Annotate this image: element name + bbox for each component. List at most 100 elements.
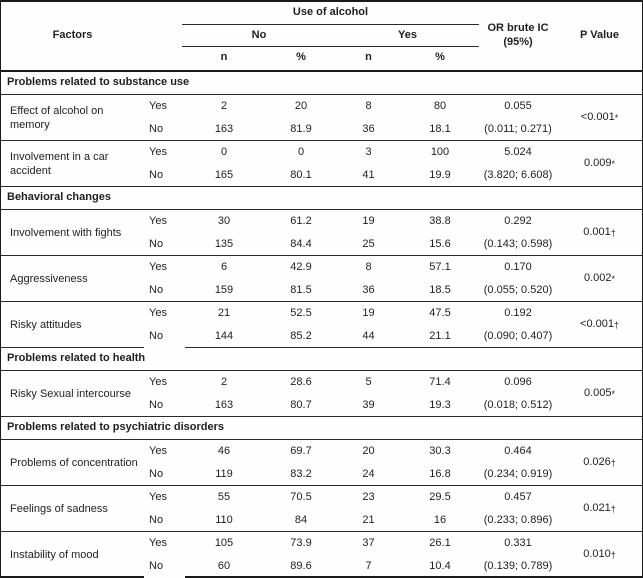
factor-name: Risky Sexual intercourse [10,387,132,400]
confidence-interval-value: (0.090; 0.407) [483,329,553,342]
pct-yes-yes-row-value: 80 [433,99,447,112]
pct-yes-yes-row-value: 100 [430,145,450,158]
p-value: 0.005 * [583,387,616,400]
n-yes-yes-row-value: 8 [365,99,372,112]
odds-ratio-value: 0.096 [504,375,532,388]
n-no-no-row-value: 163 [214,398,234,411]
n-no-yes-row-value: 6 [220,260,228,273]
n-yes-column-header: n [365,50,372,63]
confidence-interval-value: (0.055; 0.520) [483,283,553,296]
n-yes-yes-row-value: 8 [365,260,372,273]
factor-name: Aggressiveness [10,272,88,285]
p-value: 0.010 † [583,548,616,561]
factors-column-header: Factors [52,29,93,42]
section-title: Problems related to psychiatric disorder… [7,421,225,434]
no-row-label: No [149,237,164,250]
p-value-number: 0.021 [583,502,611,515]
factor-name: Involvement with fights [10,226,122,239]
p-value-number: 0.001 [583,226,611,239]
factor-name: Problems of concentration [10,456,138,469]
pct-no-yes-row-value: 0 [297,145,305,158]
yes-row-label: Yes [149,260,167,273]
n-no-no-row-value: 60 [217,559,231,572]
confidence-interval-value: (0.139; 0.789) [483,559,553,572]
p-value: 0.009 * [583,157,616,170]
yes-row-label: Yes [149,99,167,112]
p-value: 0.002 * [583,272,616,285]
p-value: 0.001 † [583,226,616,239]
confidence-interval-value: (0.011; 0.271) [484,122,552,135]
section-header-row: Problems related to substance use [1,72,642,95]
table-header-row: Factors Use of alcohol No Yes n % n % OR… [1,2,642,72]
confidence-interval-value: (3.820; 6.608) [483,168,553,181]
n-no-no-row-value: 159 [214,283,234,296]
n-no-no-row-value: 165 [214,168,234,181]
pct-no-no-row-value: 81.9 [290,122,312,135]
pct-no-no-row-value: 81.5 [290,283,312,296]
pct-no-column-header: % [296,50,306,63]
pct-no-no-row-value: 80.1 [290,168,312,181]
pct-no-no-row-value: 85.2 [290,329,312,342]
n-no-column-header: n [220,50,228,63]
pct-no-yes-row-value: 28.6 [290,375,312,388]
pct-yes-no-row-value: 18.1 [429,122,451,135]
n-yes-yes-row-value: 19 [362,214,375,227]
factor-row-group: Risky attitudes Yes No 21 52.5 19 47.5 1… [1,302,642,348]
p-value-number: <0.001 [580,318,614,331]
pct-yes-no-row-value: 18.5 [429,283,451,296]
pct-no-no-row-value: 84 [294,513,308,526]
or-header-line2: (95%) [503,36,533,48]
pct-no-yes-row-value: 69.7 [290,444,312,457]
odds-ratio-value: 0.170 [504,260,532,273]
n-yes-yes-row-value: 5 [365,375,372,388]
pct-yes-yes-row-value: 26.1 [429,536,451,549]
no-row-label: No [149,398,164,411]
use-of-alcohol-header: Use of alcohol [182,2,479,25]
n-yes-yes-row-value: 19 [362,306,375,319]
pct-yes-no-row-value: 19.3 [429,398,451,411]
no-row-label: No [149,513,164,526]
factor-row-group: Involvement in a car accident Yes No 0 0… [1,141,642,187]
yes-row-label: Yes [149,145,167,158]
section-header-row: Behavioral changes [1,187,642,210]
section-title: Problems related to substance use [7,76,190,89]
p-value-number: 0.010 [583,548,611,561]
n-yes-no-row-value: 7 [365,559,372,572]
n-yes-yes-row-value: 20 [362,444,375,457]
n-yes-no-row-value: 41 [362,168,375,181]
p-value-number: <0.001 [580,111,615,124]
pct-no-no-row-value: 80.7 [290,398,312,411]
section-title: Behavioral changes [7,191,111,204]
n-no-no-row-value: 135 [214,237,234,250]
pct-no-yes-row-value: 73.9 [290,536,312,549]
p-value-column-header: P Value [580,29,619,42]
no-row-label: No [149,168,164,181]
n-no-no-row-value: 110 [215,513,233,526]
n-no-no-row-value: 163 [214,122,234,135]
factor-row-group: Effect of alcohol on memory Yes No 2 20 … [1,95,642,141]
p-value-number: 0.009 [583,157,612,170]
yes-row-label: Yes [149,444,167,457]
pct-yes-yes-row-value: 57.1 [429,260,451,273]
yes-row-label: Yes [149,536,167,549]
yes-row-label: Yes [149,490,167,503]
confidence-interval-value: (0.233; 0.896) [483,513,553,526]
no-row-label: No [149,283,164,296]
confidence-interval-value: (0.234; 0.919) [483,467,553,480]
pct-no-no-row-value: 89.6 [290,559,312,572]
factor-row-group: Risky Sexual intercourse Yes No 2 28.6 5… [1,371,642,417]
n-yes-no-row-value: 24 [362,467,375,480]
pct-yes-yes-row-value: 71.4 [429,375,451,388]
odds-ratio-value: 0.055 [504,99,532,112]
pct-yes-no-row-value: 16 [433,513,447,526]
pct-no-no-row-value: 84.4 [290,237,312,250]
pct-no-yes-row-value: 20 [294,99,308,112]
n-no-yes-row-value: 2 [220,375,228,388]
no-row-label: No [149,122,164,135]
factor-row-group: Involvement with fights Yes No 30 61.2 1… [1,210,642,256]
no-row-label: No [149,559,164,572]
n-no-no-row-value: 144 [214,329,234,342]
factor-row-group: Aggressiveness Yes No 6 42.9 8 57.1 159 … [1,256,642,302]
pct-yes-no-row-value: 19.9 [429,168,451,181]
yes-column-group-header: Yes [336,25,479,47]
